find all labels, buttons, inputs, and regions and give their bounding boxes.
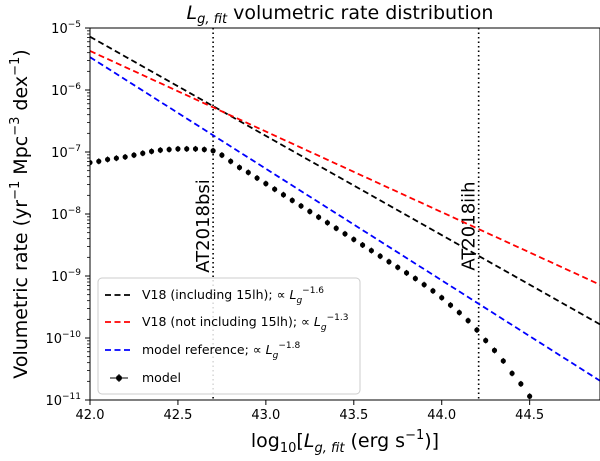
model-point [368, 247, 374, 254]
model-point [184, 146, 190, 152]
title-main: L [187, 2, 198, 24]
x-tick-label-0: 42.0 [76, 408, 105, 423]
x-tick-label-3: 43.5 [339, 408, 368, 423]
title-rest: volumetric rate distribution [227, 2, 493, 24]
model-point [412, 275, 418, 282]
model-point [421, 282, 427, 288]
model-point [201, 146, 207, 153]
x-axis-ticks: 42.0 42.5 43.0 43.5 44.0 44.5 [76, 400, 544, 423]
model-point [324, 220, 331, 226]
model-point [280, 192, 287, 198]
model-point [307, 208, 313, 215]
model-point [456, 309, 462, 316]
x-axis-label: log10[Lg, fit (erg s−1)] [251, 428, 439, 456]
model-point [166, 146, 172, 153]
powerlaw-line-0 [90, 35, 600, 326]
model-point [122, 154, 128, 160]
model-point [131, 152, 137, 158]
model-point [289, 197, 295, 203]
legend-label-0: V18 (including 15lh); ∝ Lg−1.6 [142, 286, 324, 306]
model-point [439, 295, 445, 301]
model-point [236, 164, 243, 171]
model-point [518, 381, 524, 387]
model-point [228, 158, 234, 164]
model-point [430, 288, 436, 294]
y-tick-label-5: 10−6 [51, 82, 81, 99]
model-point [254, 175, 260, 181]
model-point [210, 148, 216, 154]
model-point [192, 146, 199, 152]
y-tick-label-1: 10−10 [45, 330, 81, 347]
legend: V18 (including 15lh); ∝ Lg−1.6 V18 (not i… [97, 277, 361, 395]
model-point [500, 358, 506, 364]
model-point [245, 169, 251, 176]
x-tick-label-5: 44.5 [515, 408, 544, 423]
y-tick-label-3: 10−8 [51, 206, 81, 223]
model-point [263, 181, 269, 187]
model-point [148, 148, 155, 154]
legend-label-model: model [142, 370, 181, 385]
vline-label-1: AT2018iih [459, 181, 480, 270]
model-point [272, 186, 278, 192]
model-point [351, 236, 357, 243]
legend-label-2: model reference; ∝ Lg−1.8 [142, 341, 300, 361]
legend-box [97, 277, 361, 395]
model-point [395, 264, 401, 270]
y-tick-label-0: 10−11 [45, 392, 81, 409]
model-point [483, 337, 489, 344]
y-axis-label: Volumetric rate (yr−1 Mpc−3 dex−1) [8, 49, 32, 378]
model-point [175, 146, 181, 152]
legend-label-1: V18 (not including 15lh); ∝ Lg−1.3 [142, 313, 348, 333]
model-point [377, 253, 383, 259]
model-point [509, 370, 515, 376]
model-point [298, 203, 304, 209]
vline-label-0: AT2018bsi [193, 179, 214, 273]
model-point [359, 242, 366, 248]
model-point [527, 393, 533, 399]
model-point [403, 270, 410, 276]
chart-title: Lg, fit volumetric rate distribution [187, 2, 494, 27]
model-point [140, 150, 146, 156]
model-point [113, 155, 119, 161]
powerlaw-line-2 [90, 56, 600, 382]
powerlaw-line-1 [90, 50, 600, 286]
model-point [104, 156, 111, 163]
x-tick-label-1: 42.5 [163, 408, 192, 423]
x-tick-label-4: 44.0 [427, 408, 456, 423]
model-point [219, 152, 225, 158]
model-point [316, 214, 322, 220]
model-point [342, 231, 348, 237]
vertical-markers: AT2018bsi AT2018iih [193, 28, 480, 400]
power-law-lines [90, 35, 600, 382]
model-point [474, 327, 480, 333]
model-point [465, 318, 471, 324]
x-tick-label-2: 43.0 [251, 408, 280, 423]
model-point [157, 147, 163, 153]
model-point [90, 159, 93, 166]
model-point [447, 302, 454, 308]
y-tick-label-4: 10−7 [51, 144, 81, 161]
model-series [90, 145, 533, 400]
y-tick-label-2: 10−9 [51, 268, 81, 285]
model-point [333, 225, 339, 231]
model-point [491, 347, 498, 353]
title-sub: g, fit [197, 12, 228, 27]
legend-model-marker [116, 375, 122, 381]
y-axis-ticks: 10−11 10−10 10−9 10−8 10−7 10−6 10−5 [45, 20, 90, 409]
model-point [96, 158, 102, 164]
model-point [386, 259, 392, 265]
y-tick-label-6: 10−5 [51, 20, 81, 37]
